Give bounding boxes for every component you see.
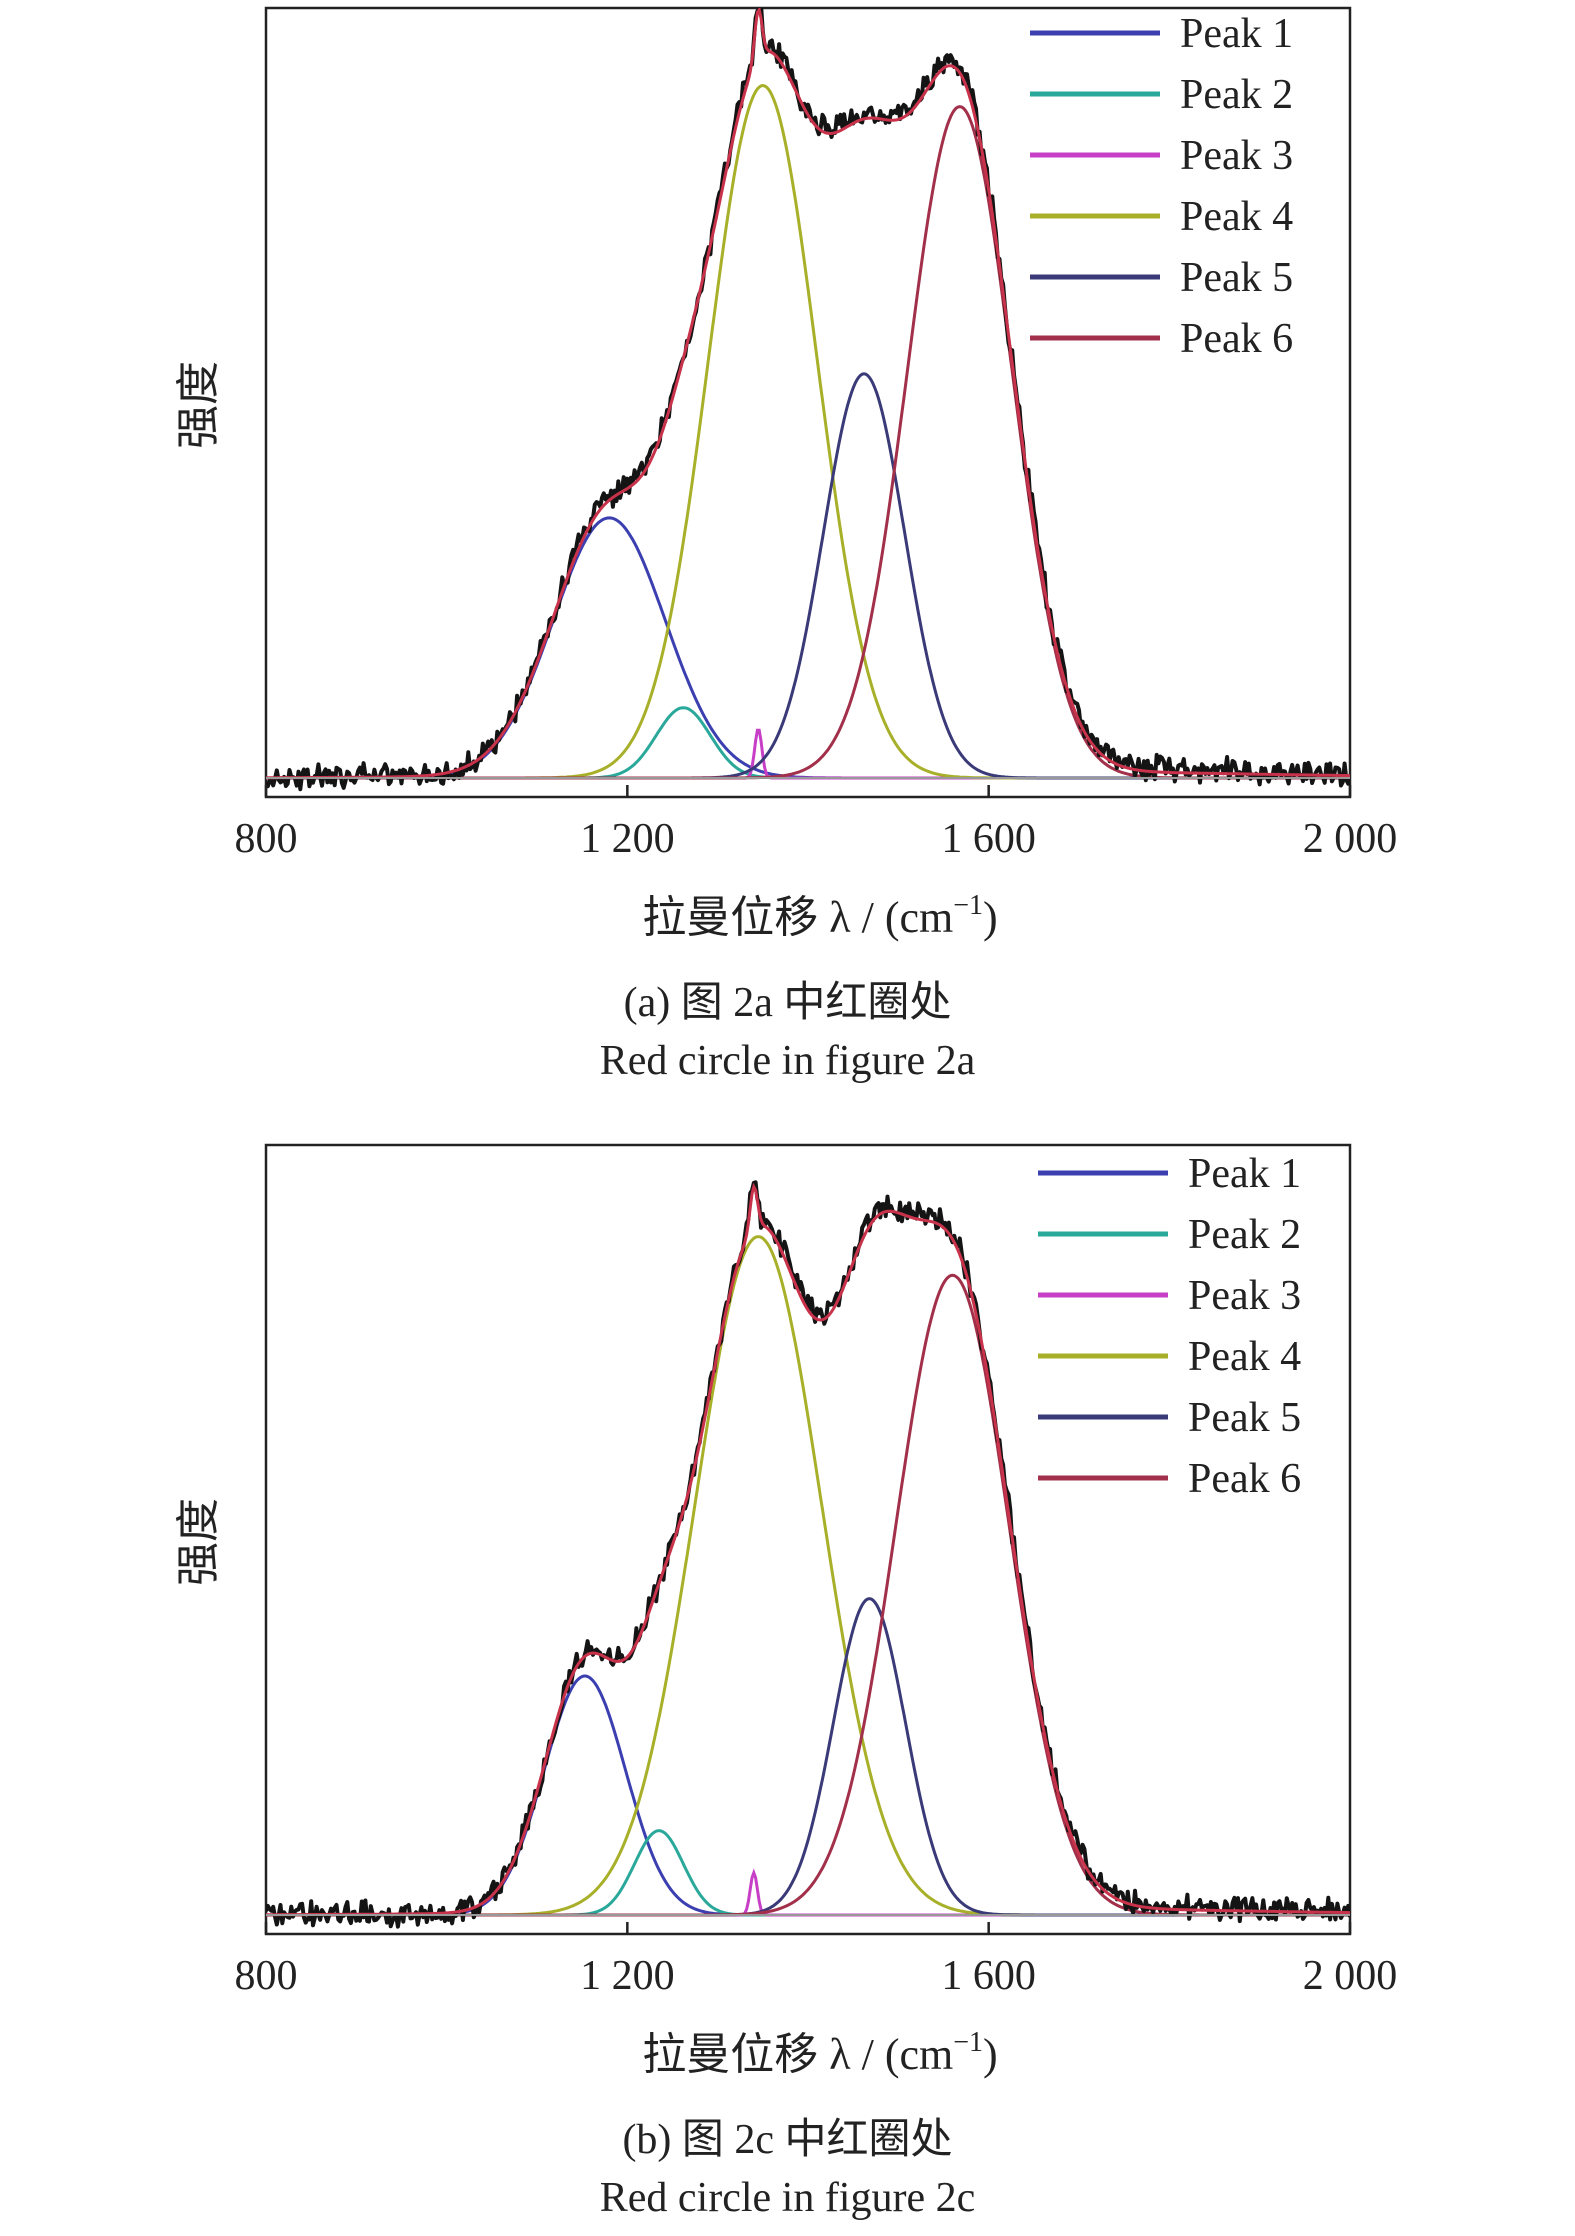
legend-label-peak-4: Peak 4 (1188, 1334, 1301, 1380)
x-tick-label: 2 000 (1303, 816, 1398, 862)
peak-5-curve (266, 372, 1350, 780)
x-axis-title: 拉曼位移 λ / (cm−1) (642, 890, 997, 942)
legend-label-peak-1: Peak 1 (1188, 1151, 1301, 1197)
caption-a-english: Red circle in figure 2a (599, 1038, 976, 1084)
x-tick-label: 1 600 (941, 1953, 1036, 1999)
peak-1-curve (266, 1674, 1350, 1917)
peak-5-curve (266, 1597, 1350, 1917)
plot-area (266, 8, 1350, 792)
cumulative-fit-curve (266, 8, 1350, 780)
legend-label-peak-2: Peak 2 (1180, 72, 1293, 118)
plot-frame (264, 6, 1352, 799)
y-axis-title: 强度 (174, 361, 223, 449)
x-tick-label: 2 000 (1303, 1953, 1398, 1999)
caption-b-english: Red circle in figure 2c (599, 2175, 976, 2221)
legend-label-peak-3: Peak 3 (1180, 133, 1293, 179)
raman-chart-b: 800 1 200 1 600 2 000 拉曼位移 λ / (cm−1) 强度 Peak … (174, 1143, 1398, 2079)
legend-label-peak-5: Peak 5 (1180, 255, 1293, 301)
peak-4-curve (266, 83, 1350, 780)
measured-spectrum (266, 8, 1350, 792)
legend-label-peak-6: Peak 6 (1188, 1456, 1301, 1502)
x-tick-label: 800 (235, 1953, 298, 1999)
legend-label-peak-6: Peak 6 (1180, 316, 1293, 362)
x-tick-label: 1 200 (580, 1953, 675, 1999)
caption-a-chinese: (a) 图 2a 中红圈处 (623, 980, 952, 1026)
peak-1-curve (266, 516, 1350, 780)
caption-b-chinese: (b) 图 2c 中红圈处 (622, 2117, 953, 2163)
cumulative-fit-curve (266, 1182, 1350, 1917)
legend-label-peak-4: Peak 4 (1180, 194, 1293, 240)
raman-chart-a: 800 1 200 1 600 2 000 拉曼位移 λ / (cm−1) 强度 Peak … (174, 6, 1398, 942)
y-axis-title: 强度 (174, 1498, 223, 1586)
x-tick-label: 800 (235, 816, 298, 862)
plot-area (266, 1180, 1350, 1929)
legend-label-peak-2: Peak 2 (1188, 1212, 1301, 1258)
x-tick-label: 1 600 (941, 816, 1036, 862)
legend-label-peak-3: Peak 3 (1188, 1273, 1301, 1319)
legend-label-peak-1: Peak 1 (1180, 11, 1293, 57)
x-axis-title: 拉曼位移 λ / (cm−1) (642, 2027, 997, 2079)
legend-label-peak-5: Peak 5 (1188, 1395, 1301, 1441)
plot-frame (264, 1143, 1352, 1936)
x-tick-label: 1 200 (580, 816, 675, 862)
